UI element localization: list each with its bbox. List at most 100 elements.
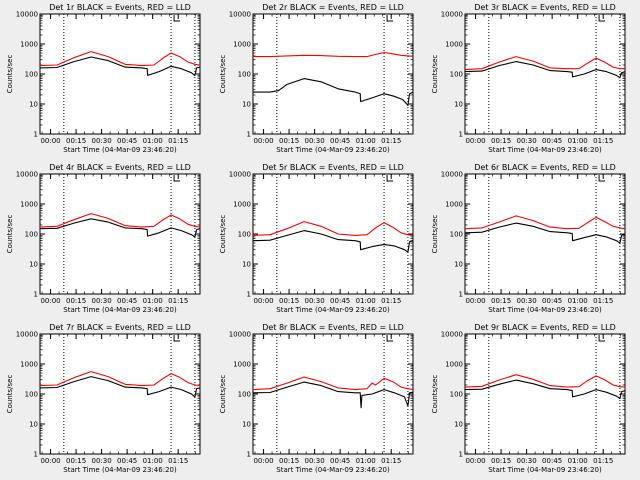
chart-title: Det 4r BLACK = Events, RED = LLD [49,163,191,172]
marker-bracket [386,15,394,22]
x-tick-label: 00:30 [305,297,325,305]
y-tick-label: 100 [238,391,251,399]
marker-bracket [598,175,606,182]
y-axis-label: Counts/sec [219,55,227,94]
y-tick-label: 10000 [229,171,251,179]
x-tick-label: 00:15 [66,137,86,145]
y-tick-label: 1000 [233,361,251,369]
x-tick-label: 00:45 [542,137,562,145]
y-tick-label: 10 [454,261,463,269]
y-tick-label: 100 [238,71,251,79]
series-red-line [464,56,625,71]
x-tick-label: 00:30 [517,297,537,305]
y-tick-label: 1 [34,451,38,459]
x-tick-label: 00:45 [542,457,562,465]
y-axis-label: Counts/sec [219,375,227,414]
x-tick-label: 01:15 [381,457,401,465]
x-tick-label: 00:15 [279,297,299,305]
x-axis-label: Start Time (04-Mar-09 23:46:20) [488,146,602,154]
y-axis-label: Counts/sec [431,375,439,414]
y-tick-label: 10 [29,261,38,269]
x-tick-label: 01:15 [593,457,613,465]
series-black-line [39,218,201,238]
panel-4: Det 4r BLACK = Events, RED = LLD 1 10 100 10… [6,163,201,314]
y-tick-label: 1000 [445,361,463,369]
panel-8: Det 8r BLACK = Events, RED = LLD 1 10 100 10… [219,323,414,474]
x-axis-label: Start Time (04-Mar-09 23:46:20) [488,306,602,314]
series-red-line [252,221,414,236]
x-tick-label: 01:00 [568,137,588,145]
y-tick-label: 1000 [20,201,38,209]
x-axis-label: Start Time (04-Mar-09 23:46:20) [276,306,390,314]
series-red-line [464,215,626,230]
y-tick-label: 10000 [441,11,463,19]
x-tick-label: 00:15 [491,457,511,465]
y-tick-label: 100 [25,71,38,79]
y-tick-label: 10 [454,101,463,109]
x-tick-label: 00:45 [117,137,137,145]
x-tick-label: 00:00 [253,297,273,305]
x-tick-label: 00:45 [117,297,137,305]
plot-area [39,13,201,135]
plot-area [39,173,201,295]
x-tick-label: 01:00 [356,137,376,145]
x-tick-label: 00:00 [465,457,485,465]
x-tick-label: 01:15 [381,297,401,305]
y-axis-label: Counts/sec [431,215,439,254]
plot-area [252,13,414,135]
x-tick-label: 00:30 [92,457,112,465]
x-tick-label: 00:15 [279,457,299,465]
x-tick-label: 00:15 [491,137,511,145]
marker-bracket [173,15,181,22]
series-black-line [252,381,414,409]
x-axis-label: Start Time (04-Mar-09 23:46:20) [276,146,390,154]
series-red-line [464,374,626,388]
y-tick-label: 10000 [16,331,38,339]
y-axis-label: Counts/sec [6,55,14,94]
y-tick-label: 1 [247,291,251,299]
y-tick-label: 1000 [20,361,38,369]
marker-bracket [173,335,181,342]
chart-title: Det 9r BLACK = Events, RED = LLD [474,323,616,332]
x-tick-label: 00:00 [465,297,485,305]
x-axis-label: Start Time (04-Mar-09 23:46:20) [63,306,177,314]
marker-bracket [598,15,606,22]
chart-title: Det 1r BLACK = Events, RED = LLD [49,3,191,12]
panel-5: Det 5r BLACK = Events, RED = LLD 1 10 100 10… [219,163,414,314]
marker-bracket [173,175,181,182]
panel-7: Det 7r BLACK = Events, RED = LLD 1 10 100 10… [6,323,201,474]
series-black-line [252,230,414,253]
x-tick-label: 01:00 [356,457,376,465]
chart-title: Det 7r BLACK = Events, RED = LLD [49,323,191,332]
y-tick-label: 10000 [16,11,38,19]
x-axis-label: Start Time (04-Mar-09 23:46:20) [488,466,602,474]
x-tick-label: 01:15 [168,297,188,305]
x-tick-label: 00:15 [491,297,511,305]
series-red-line [253,51,414,58]
y-tick-label: 1000 [233,41,251,49]
y-tick-label: 100 [450,231,463,239]
y-tick-label: 100 [25,391,38,399]
y-tick-label: 100 [238,231,251,239]
x-tick-label: 01:15 [593,137,613,145]
plot-area [252,173,414,295]
y-tick-label: 1 [247,451,251,459]
x-tick-label: 00:15 [66,297,86,305]
x-tick-label: 01:00 [143,297,163,305]
panel-9: Det 9r BLACK = Events, RED = LLD 1 10 100 10… [431,323,626,474]
y-tick-label: 1000 [445,201,463,209]
plot-area [464,333,626,455]
y-tick-label: 1 [34,291,38,299]
y-axis-label: Counts/sec [431,55,439,94]
y-tick-label: 100 [450,391,463,399]
x-tick-label: 00:45 [117,457,137,465]
y-tick-label: 1000 [20,41,38,49]
series-red-line [39,51,201,67]
y-tick-label: 100 [25,231,38,239]
panel-1: Det 1r BLACK = Events, RED = LLD 1 10 100 10… [6,3,201,154]
series-black-line [39,376,201,398]
series-black-line [253,78,414,106]
series-black-line [464,222,626,244]
x-tick-label: 00:00 [40,457,60,465]
